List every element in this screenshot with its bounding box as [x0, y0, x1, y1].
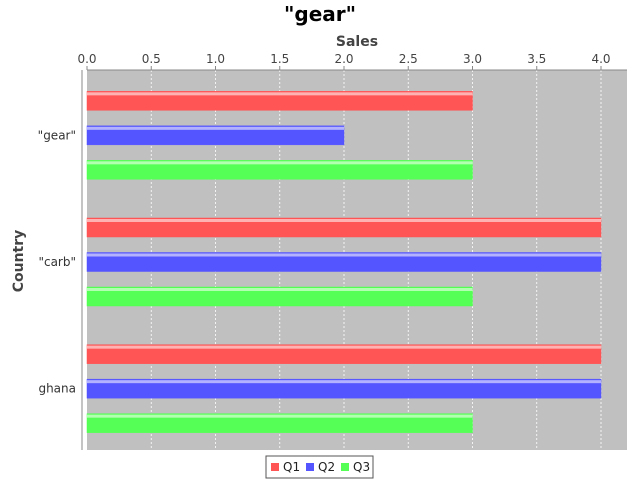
- legend-label: Q1: [283, 460, 300, 474]
- bar-q3: [86, 413, 473, 433]
- x-axis-ticks: 0.0 0.5 1.0 1.5 2.0 2.5 3.0 3.5 4.0: [77, 52, 611, 70]
- category-labels: "gear" "carb" ghana: [38, 128, 76, 395]
- bar-highlight: [87, 219, 601, 222]
- legend: Q1 Q2 Q3: [265, 455, 374, 479]
- legend-swatch: [271, 463, 279, 471]
- category-label: "gear": [38, 128, 76, 142]
- tick-label: 2.0: [334, 52, 353, 66]
- tick-label: 1.0: [206, 52, 225, 66]
- x-axis-label: Sales: [336, 34, 378, 50]
- bar-q3: [86, 286, 473, 307]
- tick-label: 3.0: [463, 52, 482, 66]
- bar-highlight: [87, 126, 344, 130]
- bar-highlight: [87, 253, 601, 257]
- legend-swatch: [306, 463, 314, 471]
- legend-box: [265, 455, 374, 479]
- category-label: "carb": [38, 255, 76, 269]
- bar-highlight: [87, 92, 473, 96]
- bar-q1: [86, 91, 473, 111]
- chart-title: "gear": [284, 2, 356, 26]
- tick-label: 0.5: [142, 52, 161, 66]
- legend-label: Q2: [318, 460, 335, 474]
- tick-label: 0.0: [77, 52, 96, 66]
- bar-q3: [86, 160, 473, 180]
- bar-q2: [86, 378, 602, 399]
- bar-highlight: [87, 345, 601, 349]
- legend-label: Q3: [353, 460, 370, 474]
- bar-q1: [86, 217, 602, 238]
- bar-q1: [86, 344, 602, 364]
- bar-highlight: [87, 161, 473, 165]
- tick-label: 4.0: [591, 52, 610, 66]
- tick-label: 2.5: [399, 52, 418, 66]
- bar-q2: [86, 252, 602, 272]
- bar-q2: [86, 125, 345, 146]
- y-axis-label: Country: [11, 230, 27, 293]
- bar-highlight: [87, 380, 601, 384]
- bars: [86, 91, 602, 433]
- category-label: ghana: [38, 382, 76, 396]
- tick-label: 1.5: [270, 52, 289, 66]
- legend-swatch: [341, 463, 349, 471]
- bar-highlight: [87, 414, 473, 418]
- bar-highlight: [87, 288, 473, 291]
- tick-label: 3.5: [527, 52, 546, 66]
